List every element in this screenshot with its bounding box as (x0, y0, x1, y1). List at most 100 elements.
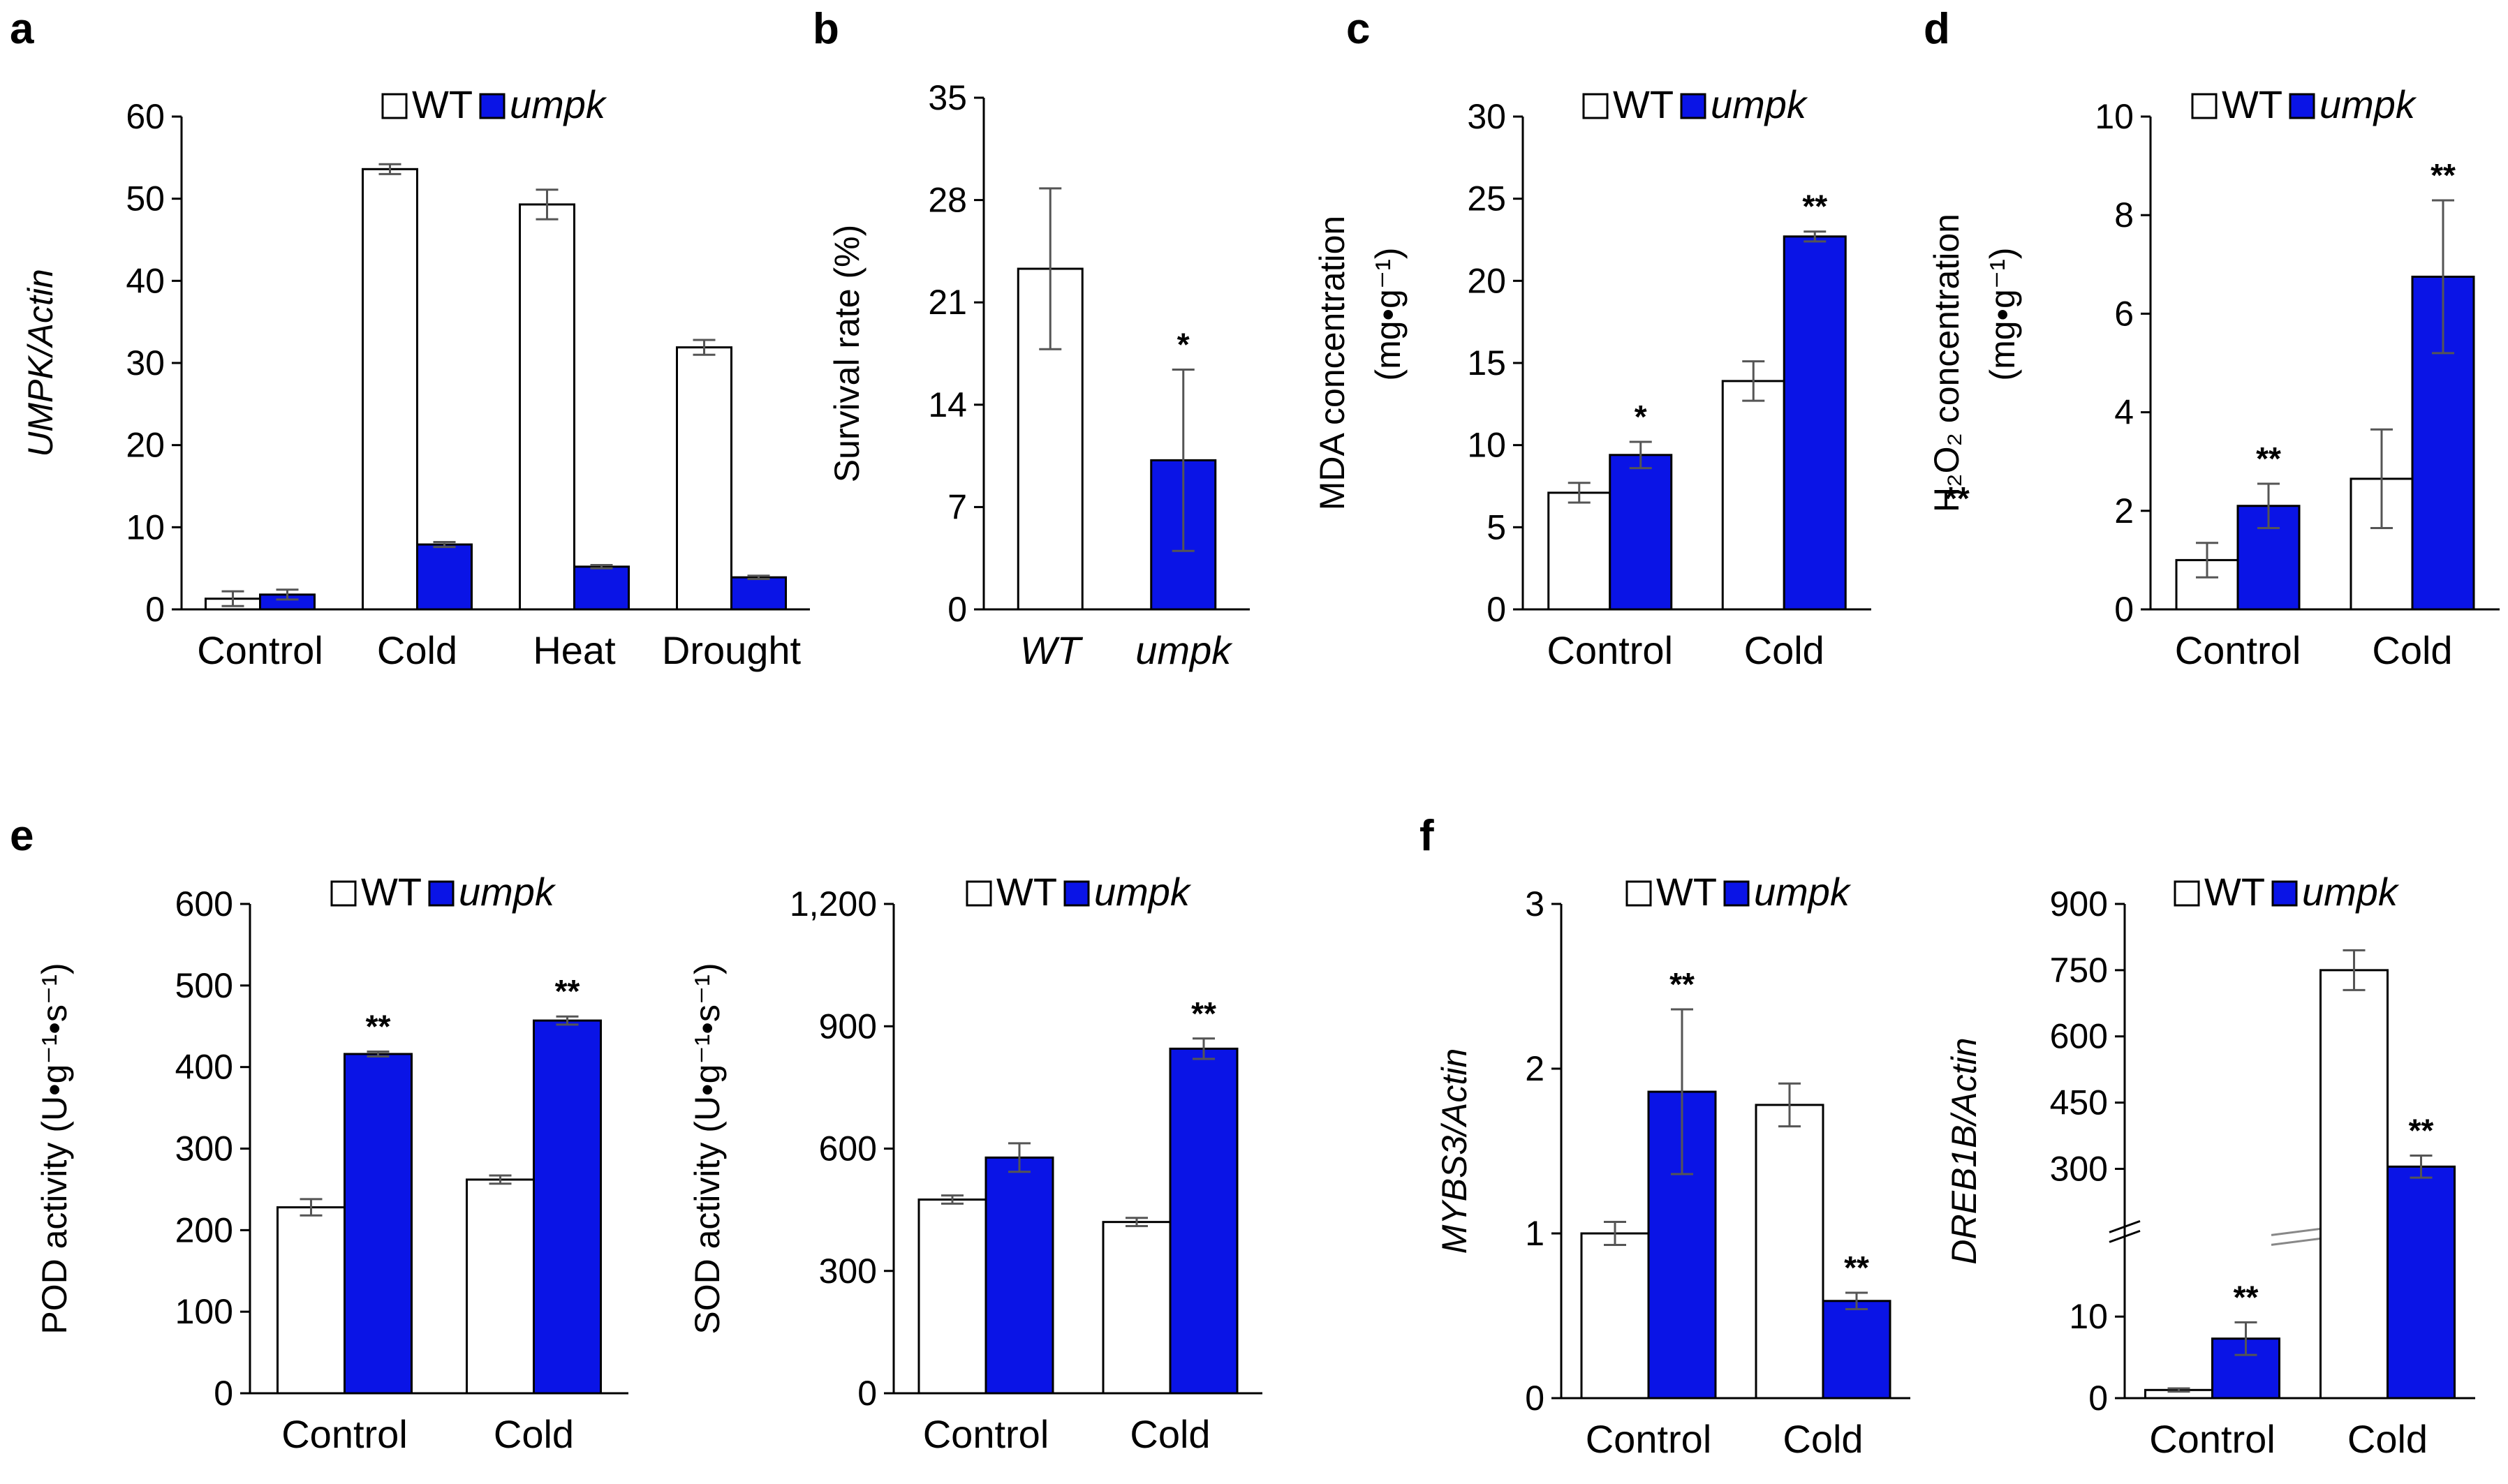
bar-umpk-control (984, 1156, 1054, 1395)
y-tick-label: 0 (214, 1374, 233, 1413)
legend-swatch-umpk (1680, 93, 1706, 119)
y-tick-label: 35 (928, 78, 967, 117)
legend-swatch-umpk (1723, 880, 1750, 907)
legend-label-wt: WT (1613, 82, 1674, 126)
bar-umpk-cold (2387, 1165, 2456, 1400)
x-category-label: Control (1586, 1417, 1712, 1461)
y-tick-label: 10 (1467, 426, 1506, 465)
bar-wt-cold (1102, 1221, 1172, 1395)
panel-f2: 0 10 300 450 600 750 900 ** Control ** Cold DREB1B/… (1945, 870, 2475, 1461)
x-category-label: umpk (1135, 628, 1233, 672)
bar-umpk-control (344, 1053, 413, 1395)
axis-break-mark (2109, 1219, 2141, 1243)
y-tick-label: 30 (126, 343, 165, 383)
y-tick-label: 400 (175, 1048, 233, 1087)
y-tick-label: 25 (1467, 179, 1506, 218)
panel-d: 0 2 4 6 8 10 ** Control ** Cold H₂O₂ concentration… (1924, 5, 2500, 672)
bar-umpk-drought (730, 576, 787, 611)
y-tick-label: 600 (175, 884, 233, 923)
bar-umpk-cold (1822, 1300, 1891, 1400)
y-tick-label: 450 (2050, 1083, 2108, 1122)
y-tick-label: 200 (175, 1210, 233, 1249)
significance-mark: ** (2409, 1113, 2434, 1149)
bar-wt-control (1547, 491, 1611, 611)
panel-label-d: d (1924, 5, 1950, 53)
y-tick-label: 900 (2050, 884, 2108, 923)
legend-label-umpk: umpk (1711, 82, 1808, 126)
bar-wt-cold (2319, 969, 2389, 1400)
significance-mark: ** (555, 973, 580, 1009)
y-tick-label: 1 (1525, 1214, 1544, 1253)
significance-mark: ** (1844, 1249, 1869, 1286)
y-tick-label: 10 (126, 507, 165, 547)
y-tick-label: 10 (2069, 1297, 2108, 1336)
bar-umpk-cold (1783, 235, 1847, 611)
x-category-label: Control (2149, 1417, 2275, 1461)
y-tick-label: 60 (126, 97, 165, 136)
bar-umpk-heat (573, 565, 630, 611)
bar-umpk-cold (533, 1019, 602, 1395)
bar-wt-cold (1755, 1104, 1824, 1400)
panel-e1: 0 100 200 300 400 500 600 ** Control ** Cold POD ac… (10, 812, 628, 1456)
significance-mark: * (1635, 399, 1647, 435)
y-tick-label: 600 (819, 1129, 877, 1168)
y-tick-label: 300 (819, 1252, 877, 1291)
legend-swatch-wt (1625, 880, 1652, 907)
panel-label-b: b (813, 5, 839, 53)
legend-swatch-wt (966, 880, 992, 907)
y-tick-label: 28 (928, 181, 967, 220)
y-tick-label: 300 (2050, 1149, 2108, 1188)
significance-mark: ** (2430, 157, 2456, 193)
y-axis-title: POD activity (U•g⁻¹•s⁻¹) (35, 963, 74, 1334)
y-tick-label: 30 (1467, 97, 1506, 136)
significance-mark: ** (366, 1008, 391, 1044)
y-tick-label: 0 (1487, 590, 1506, 629)
y-tick-label: 0 (857, 1374, 877, 1413)
y-tick-label: 20 (126, 426, 165, 465)
legend-label-wt: WT (2222, 82, 2282, 126)
x-category-label: Control (281, 1412, 408, 1456)
y-tick-label: 15 (1467, 343, 1506, 383)
y-tick-label: 3 (1525, 884, 1544, 923)
y-axis-title: H₂O₂ concentration (1927, 214, 1966, 512)
y-tick-label: 14 (928, 385, 967, 424)
legend-label-umpk: umpk (459, 870, 556, 914)
bar-wt-control (1580, 1232, 1650, 1400)
y-axis-title: MYBS3/Actin (1435, 1048, 1474, 1254)
x-category-label: Cold (1744, 628, 1824, 672)
y-tick-label: 2 (2114, 491, 2134, 530)
bar-wt-cold (466, 1178, 535, 1395)
legend-swatch-umpk (428, 880, 455, 907)
y-tick-label: 0 (2114, 590, 2134, 629)
bar-umpk-control (1609, 454, 1673, 611)
y-tick-label: 1,200 (790, 884, 877, 923)
bar-umpk-cold (1169, 1047, 1239, 1395)
significance-mark: ** (1191, 995, 1216, 1032)
bar-umpk-cold (416, 543, 473, 611)
y-tick-label: 0 (2088, 1379, 2108, 1418)
legend-label-wt: WT (412, 82, 473, 126)
y-axis-title: SOD activity (U•g⁻¹•s⁻¹) (688, 963, 727, 1334)
x-category-label: Control (1547, 628, 1673, 672)
legend-swatch-umpk (479, 93, 506, 119)
x-category-label: Cold (1130, 1412, 1210, 1456)
legend-swatch-umpk (1063, 880, 1090, 907)
x-category-label: Heat (533, 628, 616, 672)
legend-swatch-wt (330, 880, 357, 907)
y-tick-label: 100 (175, 1292, 233, 1331)
legend-label-umpk: umpk (2302, 870, 2400, 914)
y-axis-title: MDA concentration (1313, 216, 1352, 510)
legend-label-umpk: umpk (510, 82, 607, 126)
significance-mark: ** (1669, 966, 1695, 1002)
significance-mark: * (1177, 327, 1190, 363)
y-axis-units: (mg•g⁻¹) (1983, 247, 2022, 380)
y-tick-label: 300 (175, 1129, 233, 1168)
legend-label-wt: WT (996, 870, 1057, 914)
panel-label-c: c (1346, 5, 1370, 53)
bar-wt-cold (362, 168, 418, 611)
legend-label-wt: WT (1656, 870, 1717, 914)
y-tick-label: 900 (819, 1007, 877, 1046)
y-tick-label: 2 (1525, 1049, 1544, 1088)
panel-label-e: e (10, 812, 34, 860)
